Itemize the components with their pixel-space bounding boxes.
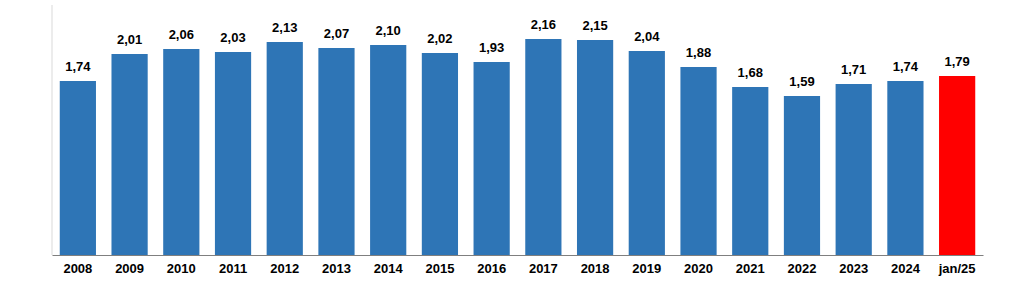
data-labels: 1,74 2,01 2,06 2,03 2,13 2,07 2,10 2,02 1,93 2,16… xyxy=(65,17,970,89)
bar xyxy=(525,39,561,255)
bar xyxy=(474,62,510,255)
bar xyxy=(784,96,820,255)
x-tick: 2009 xyxy=(115,255,144,276)
x-tick: 2018 xyxy=(581,255,610,276)
x-tick-label: 2013 xyxy=(322,261,351,276)
data-label: 2,07 xyxy=(324,26,349,41)
data-label: 1,74 xyxy=(65,59,91,74)
data-label: 1,79 xyxy=(944,54,969,69)
x-tick: 2014 xyxy=(374,255,404,276)
x-tick-label: 2019 xyxy=(632,261,661,276)
x-tick: 2012 xyxy=(270,255,299,276)
x-tick: jan/25 xyxy=(938,255,976,276)
x-tick-label: 2009 xyxy=(115,261,144,276)
x-tick-label: 2008 xyxy=(63,261,92,276)
bar xyxy=(163,49,199,255)
x-tick: 2021 xyxy=(736,255,765,276)
x-tick-label: 2011 xyxy=(219,261,247,276)
data-label: 2,16 xyxy=(531,17,556,32)
bar xyxy=(939,76,975,255)
x-tick: 2015 xyxy=(425,255,454,276)
x-tick-label: 2017 xyxy=(529,261,558,276)
x-tick-label: 2014 xyxy=(374,261,404,276)
x-tick: 2017 xyxy=(529,255,558,276)
bar xyxy=(370,45,406,255)
data-label: 1,68 xyxy=(738,65,763,80)
x-tick: 2020 xyxy=(684,255,713,276)
x-tick: 2016 xyxy=(477,255,506,276)
x-tick: 2023 xyxy=(839,255,868,276)
x-tick-label: jan/25 xyxy=(938,261,976,276)
data-label: 1,88 xyxy=(686,45,711,60)
data-label: 2,10 xyxy=(376,23,401,38)
x-tick: 2008 xyxy=(63,255,92,276)
bar xyxy=(732,87,768,255)
bar xyxy=(629,51,665,255)
x-tick-label: 2012 xyxy=(270,261,299,276)
data-label: 2,06 xyxy=(169,27,194,42)
x-tick: 2013 xyxy=(322,255,351,276)
data-label: 2,13 xyxy=(272,20,297,35)
bar xyxy=(680,67,716,255)
data-label: 1,74 xyxy=(893,59,919,74)
data-label: 2,02 xyxy=(427,31,452,46)
x-tick-label: 2016 xyxy=(477,261,506,276)
bar xyxy=(267,42,303,255)
bar xyxy=(836,84,872,255)
x-axis: 2008 2009 2010 2011 2012 2013 2014 2015 2016 2017… xyxy=(53,255,984,276)
y-axis-line xyxy=(52,5,53,255)
data-label: 1,93 xyxy=(479,40,504,55)
x-tick: 2022 xyxy=(788,255,817,276)
data-label: 2,01 xyxy=(117,32,142,47)
x-tick-label: 2024 xyxy=(891,261,921,276)
bar xyxy=(577,40,613,255)
bar xyxy=(318,48,354,255)
data-label: 2,15 xyxy=(582,18,607,33)
data-label: 2,04 xyxy=(634,29,660,44)
x-tick: 2019 xyxy=(632,255,661,276)
data-label: 2,03 xyxy=(220,30,245,45)
x-tick-label: 2015 xyxy=(425,261,454,276)
x-tick: 2010 xyxy=(167,255,196,276)
data-label: 1,71 xyxy=(841,62,866,77)
x-axis-domain xyxy=(53,255,984,256)
x-tick-label: 2010 xyxy=(167,261,196,276)
x-tick-label: 2021 xyxy=(736,261,765,276)
plot: 2008 2009 2010 2011 2012 2013 2014 2015 2016 2017… xyxy=(52,5,984,276)
bar xyxy=(422,53,458,255)
data-label: 1,59 xyxy=(789,74,814,89)
bar xyxy=(215,52,251,255)
x-tick: 2011 xyxy=(219,255,247,276)
bar xyxy=(111,54,147,255)
bar xyxy=(887,81,923,255)
x-tick: 2024 xyxy=(891,255,921,276)
x-tick-label: 2023 xyxy=(839,261,868,276)
x-tick-label: 2018 xyxy=(581,261,610,276)
bar xyxy=(60,81,96,255)
bars xyxy=(60,39,975,255)
x-tick-label: 2020 xyxy=(684,261,713,276)
x-tick-label: 2022 xyxy=(788,261,817,276)
chart: 2008 2009 2010 2011 2012 2013 2014 2015 2016 2017… xyxy=(0,0,1024,300)
